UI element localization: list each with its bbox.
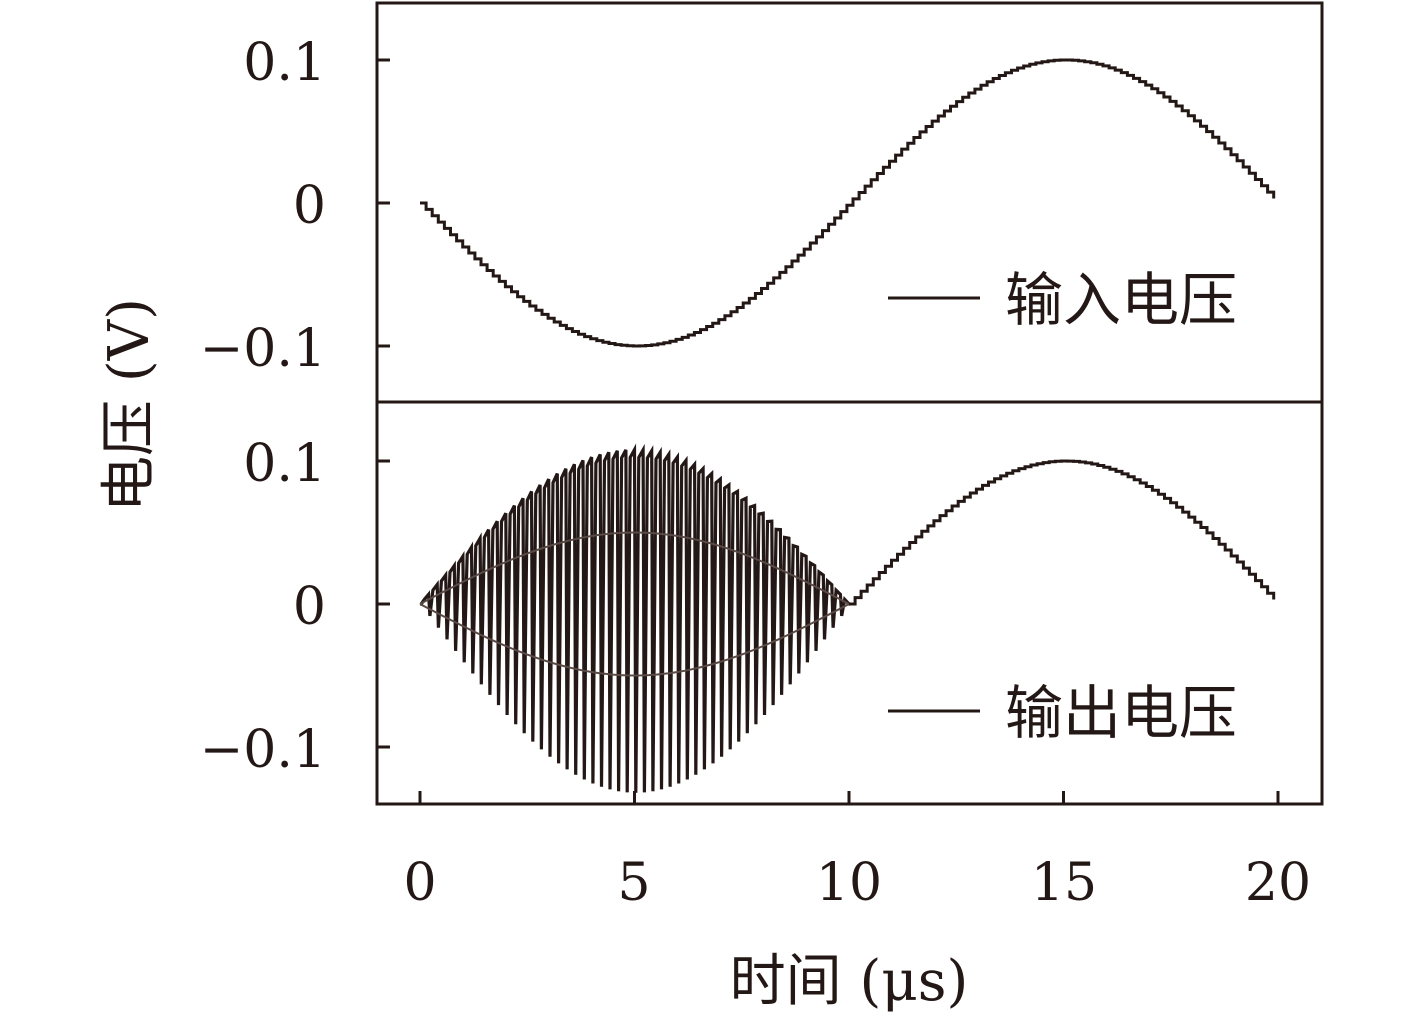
y-tick-label-bottom-1: 0 bbox=[293, 577, 326, 637]
y-tick-label-bottom-0: 0.1 bbox=[243, 434, 326, 494]
input-voltage-line bbox=[420, 58, 1276, 348]
x-tick-label-2: 10 bbox=[816, 853, 882, 913]
output-oscillation-burst bbox=[419, 443, 851, 793]
y-tick-label-top-1: 0 bbox=[293, 176, 326, 236]
y-axis-title: 电压 (V) bbox=[97, 298, 162, 512]
axis-ticks bbox=[377, 58, 1280, 804]
x-axis-title: 时间 (μs) bbox=[730, 949, 969, 1014]
y-tick-label-top-2: −0.1 bbox=[200, 319, 326, 379]
output-voltage-oscillation bbox=[419, 443, 851, 793]
y-tick-label-top-0: 0.1 bbox=[243, 33, 326, 93]
x-tick-label-1: 5 bbox=[617, 853, 650, 913]
top-panel-frame bbox=[375, 1, 1324, 404]
y-tick-label-bottom-2: −0.1 bbox=[200, 720, 326, 780]
legend-label-input: 输入电压 bbox=[1005, 266, 1237, 334]
output-inner-envelope-upper bbox=[419, 531, 850, 605]
x-tick-label-4: 20 bbox=[1245, 853, 1311, 913]
legend-label-output: 输出电压 bbox=[1005, 679, 1237, 747]
output-voltage-line bbox=[849, 459, 1276, 606]
output-inner-envelope-lower bbox=[419, 603, 850, 677]
x-tick-label-0: 0 bbox=[403, 853, 436, 913]
x-tick-label-3: 15 bbox=[1031, 853, 1097, 913]
